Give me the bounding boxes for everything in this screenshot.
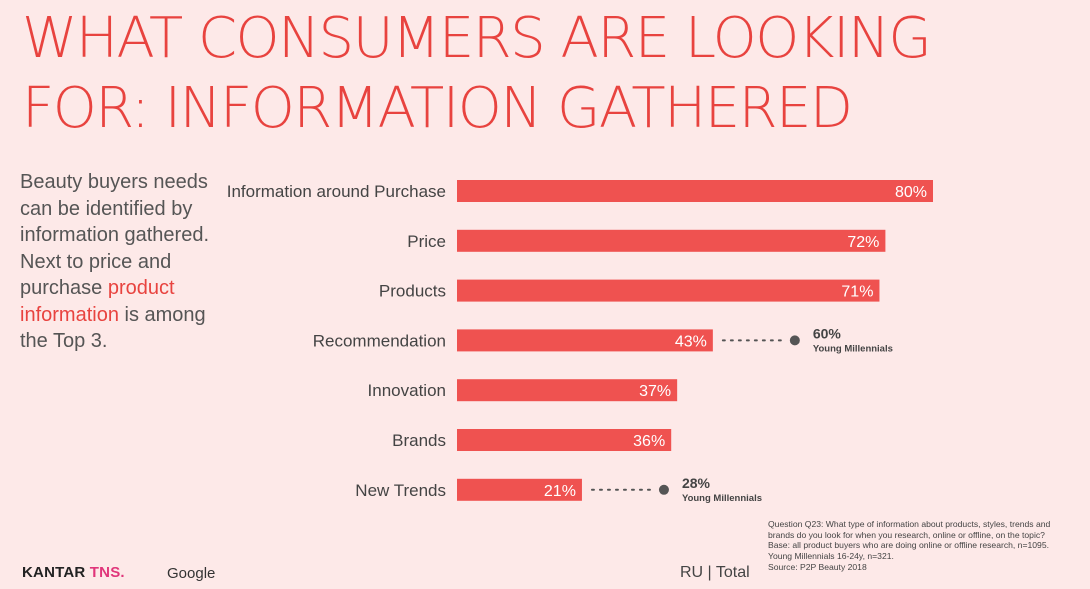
category-label: New Trends [355,481,446,500]
category-label: Brands [392,431,446,450]
note-line: Base: all product buyers who are doing o… [768,540,1049,551]
data-label: 71% [841,284,873,301]
data-label: 43% [675,333,707,350]
note-line: brands do you look for when you research… [768,529,1045,540]
google-logo: Google [167,565,216,582]
data-label: 36% [633,433,665,450]
data-label: 72% [847,234,879,251]
bar [457,180,933,202]
sidebar-text-part1: Beauty buyers needs can be identified by… [20,171,210,299]
bar [457,329,713,352]
page-title: WHAT CONSUMERS ARE LOOKING FOR: INFORMAT… [22,4,1082,144]
bar [457,379,678,402]
note-line: Question Q23: What type of information a… [768,519,1051,529]
scope-label: RU | Total [680,564,750,581]
data-label: 21% [544,483,576,500]
annotation-label: Young Millennials [813,343,893,354]
data-label: 80% [895,184,927,201]
category-label: Information around Purchase [227,182,446,201]
sidebar-text: Beauty buyers needs can be identified by… [20,169,220,355]
bar [457,229,886,252]
annotation-label: Young Millennials [682,493,762,504]
data-label: 37% [639,383,671,400]
kantar-logo: KANTAR TNS. [22,564,125,581]
kantar-logo-brand: KANTAR [22,564,86,581]
annotation-dot [789,335,800,346]
title-line-2: FOR: INFORMATION GATHERED [22,76,853,141]
note-line: Young Millennials 16-24y, n=321. [768,551,894,562]
annotation-value: 28% [682,475,711,491]
title-line-1: WHAT CONSUMERS ARE LOOKING [22,6,932,71]
source-note: Question Q23: What type of information a… [768,519,1086,573]
annotation-value: 60% [813,325,842,341]
category-label: Price [407,232,446,251]
category-label: Innovation [368,381,446,400]
annotation-dot [658,484,669,495]
bar [457,478,582,501]
category-label: Products [379,282,446,301]
bar [457,279,880,302]
sidebar-highlight: product information [20,277,175,326]
category-label: Recommendation [313,331,446,350]
note-line: Source: P2P Beauty 2018 [768,561,867,572]
sidebar-text-part2: is among the Top 3. [20,303,206,353]
kantar-logo-suffix: TNS. [89,564,125,581]
bar [457,429,672,451]
